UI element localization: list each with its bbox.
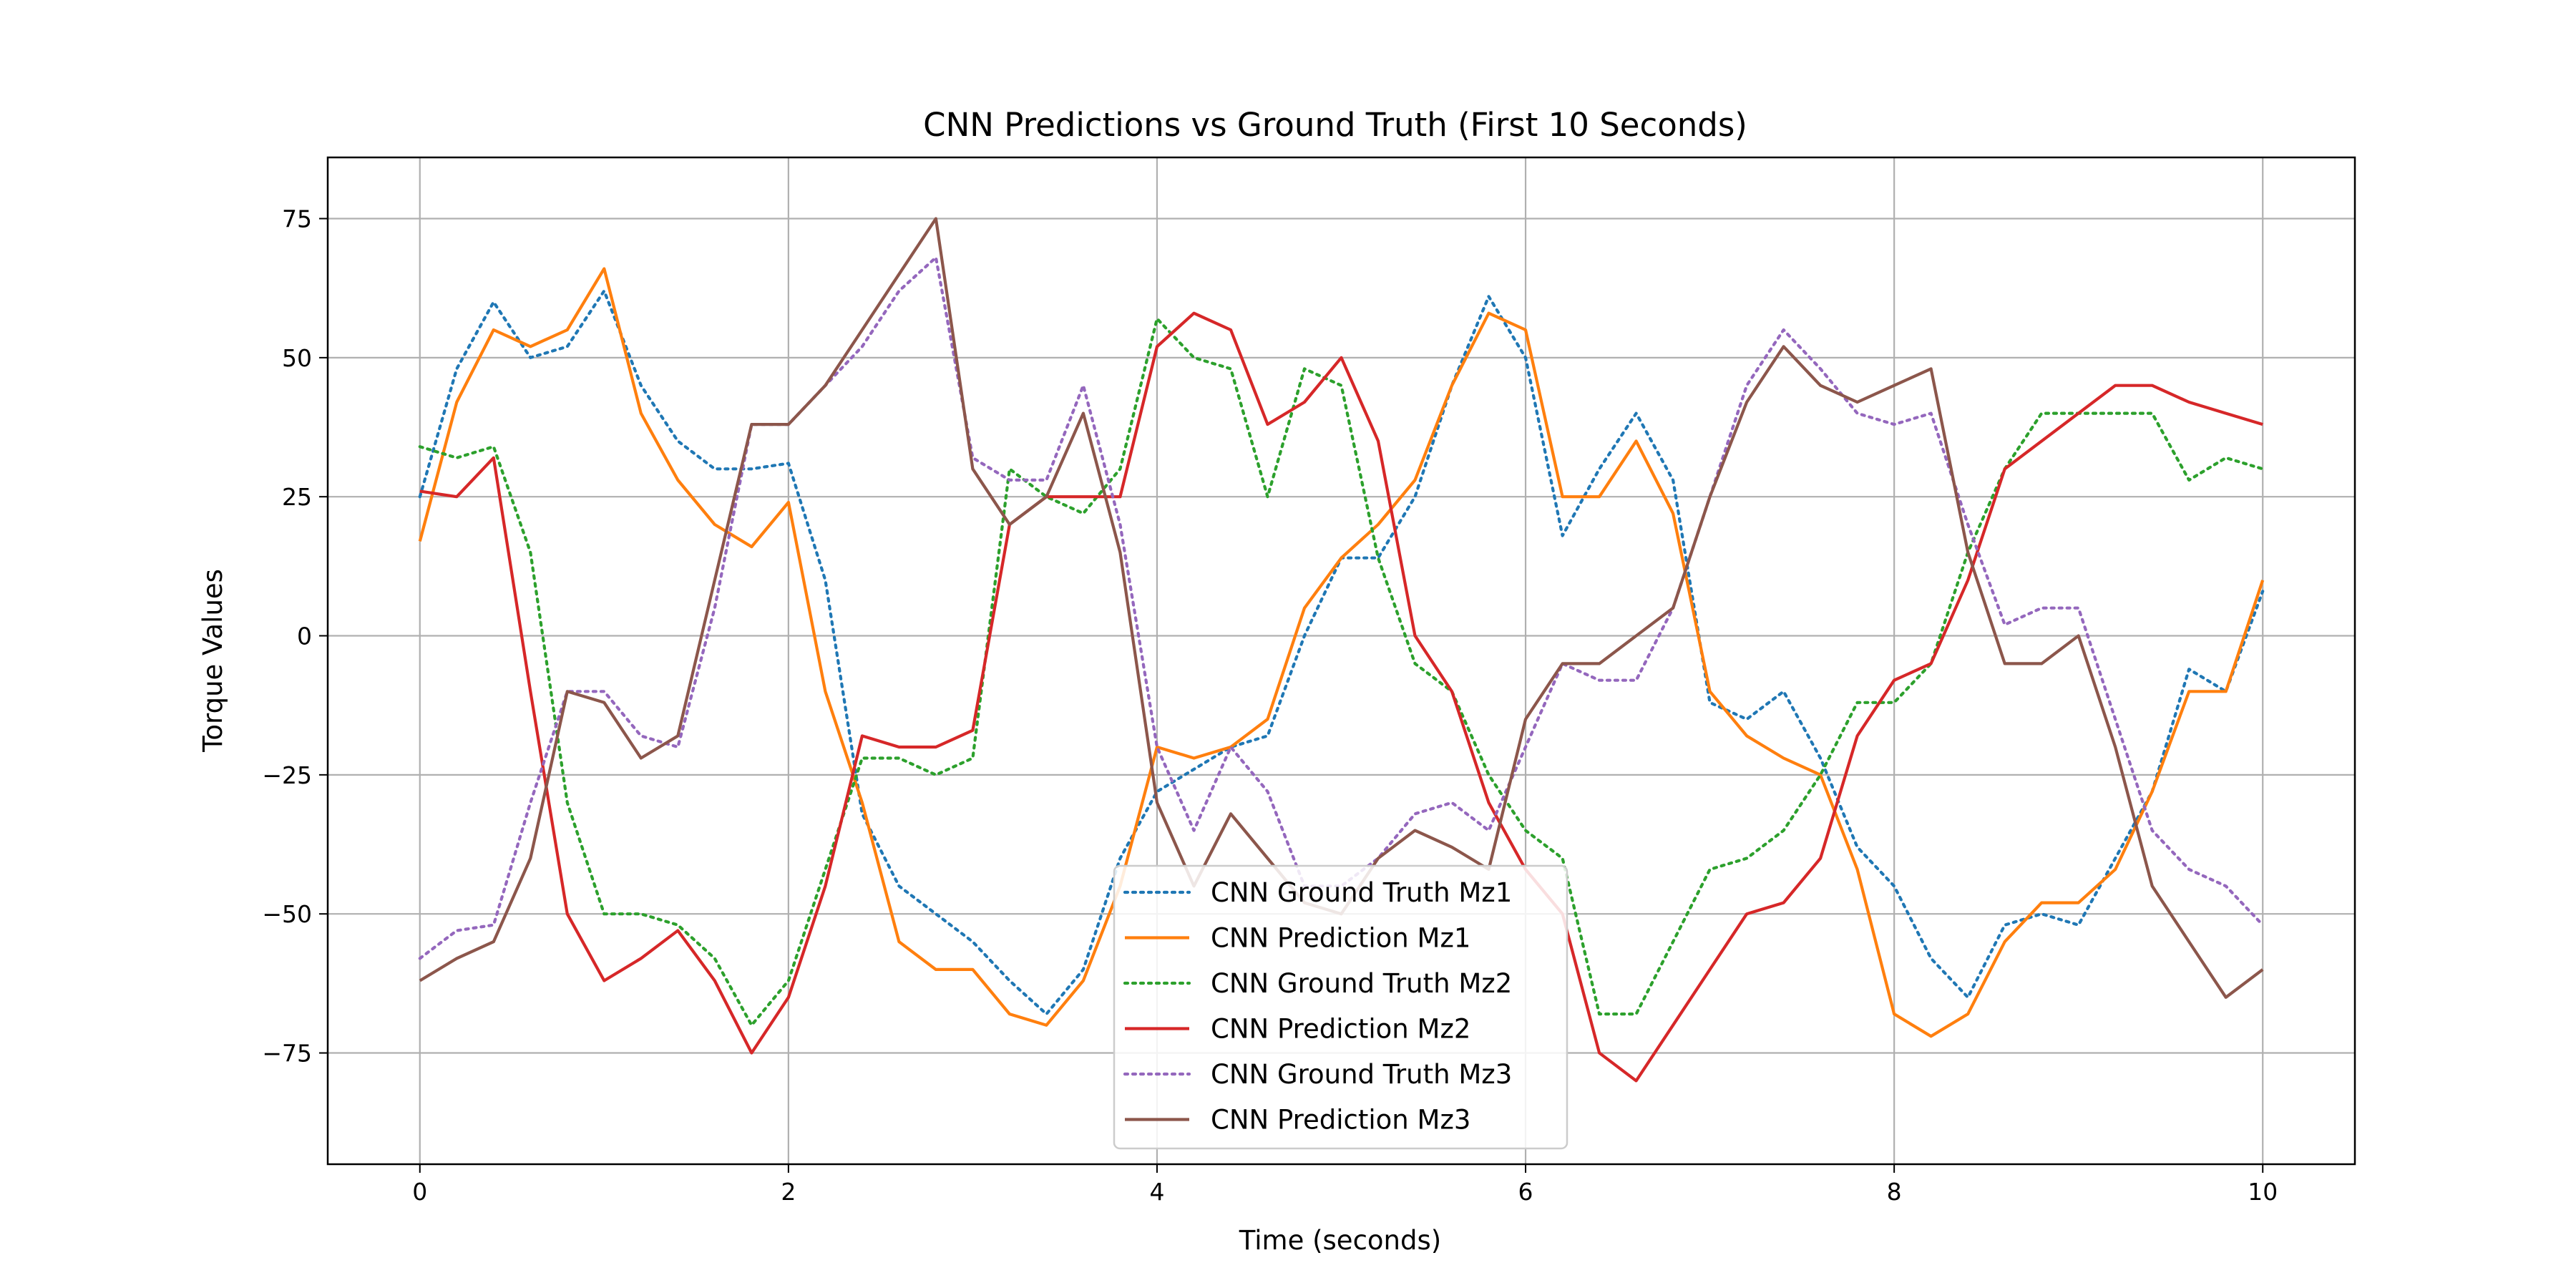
legend-label-5: CNN Ground Truth Mz3 bbox=[1211, 1059, 1512, 1090]
y-axis-label: Torque Values bbox=[197, 569, 228, 753]
legend-label-2: CNN Prediction Mz1 bbox=[1211, 923, 1470, 954]
y-tick-label: 25 bbox=[282, 483, 312, 511]
y-tick-label: −25 bbox=[262, 761, 312, 789]
x-axis-label: Time (seconds) bbox=[1239, 1225, 1441, 1256]
x-tick-label: 4 bbox=[1149, 1178, 1164, 1206]
y-tick-label: −50 bbox=[262, 900, 312, 928]
y-tick-label: 75 bbox=[282, 205, 312, 233]
chart-title: CNN Predictions vs Ground Truth (First 1… bbox=[923, 106, 1747, 144]
legend-label-4: CNN Prediction Mz2 bbox=[1211, 1014, 1470, 1045]
series-line-4 bbox=[419, 311, 2263, 1083]
grid bbox=[328, 157, 2355, 1164]
legend: CNN Ground Truth Mz1 CNN Prediction Mz1 CN… bbox=[1113, 864, 1568, 1150]
x-tick-label: 6 bbox=[1518, 1178, 1533, 1206]
x-tick-label: 10 bbox=[2248, 1178, 2278, 1206]
axis-ticks: 0 2 4 6 8 10 −75 −50 −25 0 25 50 75 bbox=[262, 205, 2278, 1206]
plot-frame bbox=[326, 156, 2356, 1166]
x-tick-label: 8 bbox=[1887, 1178, 1902, 1206]
y-tick-label: −75 bbox=[262, 1040, 312, 1068]
legend-label-6: CNN Prediction Mz3 bbox=[1211, 1105, 1470, 1136]
y-tick-label: 50 bbox=[282, 344, 312, 372]
legend-box bbox=[1113, 864, 1568, 1150]
legend-label-3: CNN Ground Truth Mz2 bbox=[1211, 968, 1512, 999]
x-tick-label: 0 bbox=[412, 1178, 427, 1206]
y-tick-label: 0 bbox=[297, 623, 312, 650]
x-tick-label: 2 bbox=[781, 1178, 796, 1206]
legend-label-1: CNN Ground Truth Mz1 bbox=[1211, 877, 1512, 908]
series-line-3 bbox=[418, 317, 2265, 1027]
